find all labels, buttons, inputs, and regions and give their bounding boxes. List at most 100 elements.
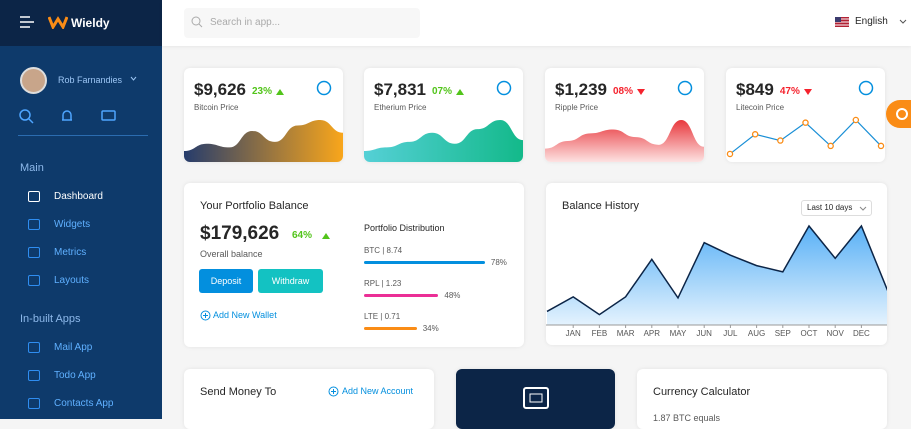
topbar: Search in app... English [162, 0, 911, 46]
point [802, 119, 809, 126]
brand: Wieldy [71, 16, 110, 30]
arrow [322, 233, 330, 239]
nav-icon [28, 275, 40, 286]
card-title: Balance History [562, 200, 640, 212]
withdraw-button[interactable]: Withdraw [258, 269, 323, 293]
line [546, 224, 887, 316]
sparkline [364, 120, 523, 162]
range-select[interactable] [801, 200, 872, 216]
x-tick-label: MAR [616, 329, 635, 338]
arrow [276, 89, 284, 95]
card-title: Your Portfolio Balance [200, 200, 309, 212]
price-change: 07% [432, 86, 453, 97]
language[interactable]: English [855, 16, 888, 27]
x-tick-label: JUL [723, 329, 738, 338]
search-placeholder: Search in app... [210, 17, 281, 28]
coin-icon [677, 80, 693, 96]
nav-item[interactable]: Contacts App [54, 398, 114, 409]
price-card: $1,239 08% Ripple Price [545, 68, 704, 162]
settings-button[interactable] [886, 100, 911, 128]
area [364, 120, 523, 162]
sparkline [545, 120, 704, 162]
nav-item[interactable]: Todo App [54, 370, 96, 381]
nav-item[interactable]: Layouts [54, 275, 90, 286]
nav-item[interactable]: Dashboard [54, 191, 103, 202]
sidebar-header [0, 0, 162, 46]
coin-ring [858, 80, 874, 96]
price: $849 [736, 80, 774, 99]
gear-icon [896, 108, 908, 120]
price-card: $7,831 07% Etherium Price [364, 68, 523, 162]
dist-label: RPL | 1.23 [364, 279, 402, 288]
area [545, 120, 704, 162]
coin-ring [496, 80, 512, 96]
x-tick-label: OCT [800, 329, 818, 338]
price-label: Ripple Price [555, 103, 599, 112]
dist-bar [364, 261, 485, 264]
point [877, 142, 885, 150]
area [547, 226, 887, 325]
sidebar: Wieldy Rob Farnandies Main Dashboard Widge… [0, 0, 162, 419]
price: $7,831 [374, 80, 426, 99]
nav-item[interactable]: Widgets [54, 219, 91, 230]
range-label: Last 10 days [807, 203, 853, 212]
dist-pct: 78% [490, 258, 507, 267]
deposit-button[interactable]: Deposit [199, 269, 253, 293]
coin-icon [316, 80, 332, 96]
balance: $179,626 [200, 223, 280, 244]
nav-icon [28, 370, 40, 381]
nav-icon [28, 191, 40, 202]
coin-ring [316, 80, 332, 96]
add-wallet-link[interactable]: Add New Wallet [213, 310, 277, 320]
chevron [130, 76, 137, 81]
point [777, 137, 784, 144]
price: $1,239 [555, 80, 607, 99]
card-title: Currency Calculator [653, 386, 751, 398]
nav-icon [28, 247, 40, 258]
price-label: Etherium Price [374, 103, 427, 112]
quick-icons[interactable] [18, 108, 128, 124]
balance-history-card: Balance History Last 10 days JAN FEB MAR AP… [546, 183, 887, 345]
avatar[interactable] [20, 67, 47, 94]
card-title: Send Money To [200, 386, 277, 398]
point [827, 142, 834, 150]
price-change: 08% [613, 86, 634, 97]
arrow [637, 89, 645, 95]
sparkline [726, 116, 885, 158]
nav-icon [28, 219, 40, 230]
nav-item[interactable]: Mail App [54, 342, 93, 353]
price-change: 47% [779, 86, 800, 97]
x-tick-label: MAY [669, 329, 687, 338]
x-tick-label: JUN [696, 329, 712, 338]
user-name[interactable]: Rob Farnandies [58, 75, 123, 85]
coin-icon [496, 80, 512, 96]
arrow [803, 89, 812, 95]
coin-icon [858, 80, 874, 96]
send-money-card: Send Money To Add New Account [184, 369, 434, 429]
point [751, 131, 759, 138]
dist-pct: 48% [444, 291, 461, 300]
x-tick-label: FEB [591, 329, 608, 338]
price-card: $849 47% Litecoin Price [726, 68, 885, 162]
nav-section: In-built Apps [20, 313, 81, 325]
dist-pct: 34% [422, 324, 439, 333]
nav-icon [28, 398, 40, 409]
nav-item[interactable]: Metrics [54, 247, 87, 258]
menu-icon[interactable] [20, 16, 34, 28]
add-account-link[interactable]: Add New Account [342, 386, 414, 396]
price-card: $9,626 23% Bitcoin Price [184, 68, 343, 162]
x-tick-label: APR [643, 329, 661, 338]
price: $9,626 [194, 80, 246, 99]
trend-arrow [803, 89, 812, 95]
search-icon [191, 16, 203, 28]
x-tick-label: JAN [565, 329, 581, 338]
search-box[interactable] [184, 8, 420, 38]
trend-arrow [276, 89, 284, 95]
coin-ring [677, 80, 693, 96]
balance-subtitle: Overall balance [200, 249, 263, 259]
x-tick-label: NOV [826, 329, 844, 338]
plus-icon [200, 310, 211, 321]
wallet-icon [523, 387, 549, 409]
dist-label: LTE | 0.71 [364, 312, 401, 321]
